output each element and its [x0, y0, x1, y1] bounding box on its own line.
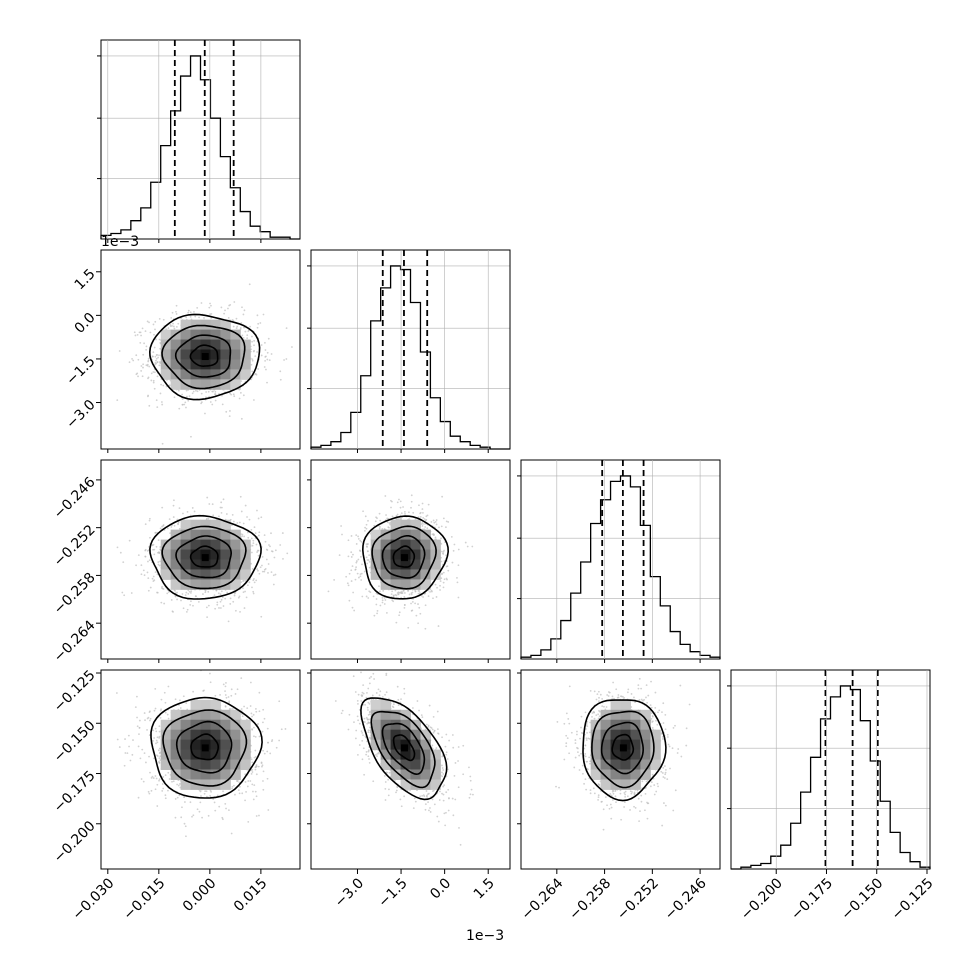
axes-frame [100, 39, 301, 240]
contour-line [189, 344, 219, 368]
peak-cell [619, 744, 627, 752]
contour-line [175, 720, 233, 774]
y-tick-label: −0.246 [51, 474, 99, 522]
x-tick-label: −0.246 [662, 875, 710, 923]
density-cells [590, 699, 661, 790]
y-tick-label: −0.150 [51, 718, 99, 766]
x-tick-label: 0.015 [231, 875, 271, 915]
x-tick-label: 0.0 [427, 875, 454, 902]
axes-frame [100, 459, 301, 660]
histogram-3 [727, 669, 931, 870]
axes-frame [730, 669, 931, 870]
contours [360, 697, 448, 801]
contour-line [611, 733, 635, 761]
axes-frame [100, 669, 301, 870]
histogram-step [520, 475, 721, 659]
contour-line [370, 710, 436, 789]
grid-0-0 [107, 40, 262, 239]
contours [150, 696, 263, 799]
y-tick-label: −0.200 [51, 818, 99, 866]
grid-1-1 [357, 250, 489, 449]
x-tick-label: −0.252 [614, 875, 662, 923]
y-tick-label: 1.5 [72, 266, 99, 293]
scatter-panel-2-0 [100, 459, 301, 660]
axes-frame [310, 249, 511, 450]
x-tick-label: −0.030 [70, 875, 118, 923]
x-tick-label: −0.258 [566, 875, 614, 923]
contour-line [150, 696, 263, 799]
contour-line [381, 535, 426, 579]
peak-cell [400, 744, 408, 752]
contour-line [381, 722, 426, 776]
x-tick-label: −0.125 [889, 875, 937, 923]
axes-frame [310, 669, 511, 870]
y-tick-label: −3.0 [63, 397, 98, 432]
contours [361, 515, 450, 600]
y-offset-label: 1e−3 [101, 234, 139, 250]
histogram-step [731, 685, 931, 870]
contour-line [600, 721, 645, 775]
contour-line [361, 515, 450, 600]
x-tick-label: −1.5 [375, 875, 410, 910]
scatter-panel-3-2 [520, 669, 721, 870]
contour-line [582, 699, 667, 802]
y-tick-label: −1.5 [63, 353, 98, 388]
x-offset-label: 1e−3 [466, 928, 504, 944]
contours [582, 699, 667, 802]
contour-line [148, 313, 261, 401]
x-tick-label: 0.000 [180, 875, 220, 915]
peak-cell [201, 744, 209, 752]
scatter-panel-3-1 [310, 669, 511, 870]
contour-line [371, 525, 437, 590]
y-tick-label: −0.258 [51, 570, 99, 618]
histogram-step [100, 55, 300, 240]
axes-frame [100, 249, 301, 450]
contour-line [190, 733, 219, 761]
histogram-1 [307, 249, 511, 450]
x-axis-3: −0.200 −0.175 −0.150 −0.125 [738, 869, 937, 923]
x-tick-label: −0.175 [788, 875, 836, 923]
y-axis-1: −3.0 −1.5 0.0 1.5 [63, 266, 101, 432]
contour-line [175, 535, 233, 579]
contour-line [162, 709, 248, 787]
x-tick-label: 1.5 [471, 875, 498, 902]
scatter-panel-2-1 [310, 459, 511, 660]
x-tick-label: −0.200 [738, 875, 786, 923]
y-tick-label: −0.264 [51, 617, 99, 665]
axes-frame [520, 459, 721, 660]
x-tick-label: −0.150 [838, 875, 886, 923]
y-tick-label: −0.175 [51, 768, 99, 816]
x-tick-label: −0.015 [121, 875, 169, 923]
histogram-2 [517, 459, 721, 660]
grid-2-2 [556, 460, 701, 659]
contours [149, 514, 262, 600]
contours [148, 313, 261, 401]
peak-cell [201, 353, 209, 361]
contour-line [174, 334, 232, 378]
axes-frame [310, 459, 511, 660]
y-tick-label: 0.0 [72, 310, 99, 337]
peak-cell [400, 554, 408, 562]
contour-line [360, 697, 448, 801]
histogram-0 [97, 39, 301, 240]
contour-line [392, 734, 416, 762]
x-tick-label: −0.264 [519, 875, 567, 923]
contour-line [161, 324, 246, 390]
scatter-panel-3-0 [100, 669, 301, 870]
contour-line [149, 514, 262, 600]
contour-line [189, 545, 219, 568]
y-tick-label: −0.252 [51, 522, 99, 570]
y-tick-label: −0.125 [51, 667, 99, 715]
contour-line [392, 545, 416, 568]
x-tick-label: −3.0 [332, 875, 367, 910]
contour-line [161, 525, 247, 590]
contour-line [591, 710, 655, 789]
scatter-panel-1-0 [100, 249, 301, 450]
axes-frame [520, 669, 721, 870]
grid-3-3 [775, 670, 928, 869]
histogram-step [310, 265, 510, 450]
peak-cell [201, 554, 209, 562]
